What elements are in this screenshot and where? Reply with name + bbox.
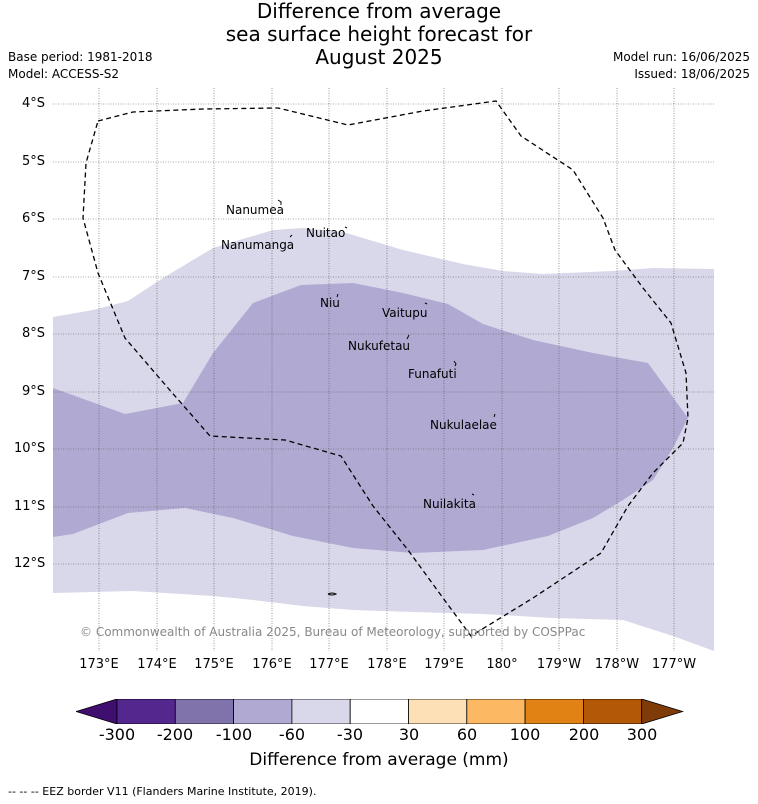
lon-label-176e: 176°E [252, 657, 292, 672]
colorbar-cell [349, 699, 409, 724]
colorbar-tick: 30 [398, 725, 420, 744]
colorbar-extend-high [641, 699, 684, 724]
lat-label-9s: 9°S [22, 384, 46, 399]
lon-label-175e: 175°E [194, 657, 234, 672]
colorbar-tick: 60 [456, 725, 478, 744]
colorbar-tick: 100 [509, 725, 541, 744]
lon-label-180: 180° [486, 657, 518, 672]
meta-left: Base period: 1981-2018 Model: ACCESS-S2 [8, 49, 153, 83]
lon-label-174e: 174°E [137, 657, 177, 672]
island-markers [277, 199, 496, 596]
colorbar-tick: -300 [98, 725, 136, 744]
colorbar-tick: -200 [156, 725, 194, 744]
lat-label-11s: 11°S [14, 499, 46, 514]
place-label-nuitao: Nuitao [306, 226, 346, 240]
colorbar-cell [174, 699, 235, 724]
place-label-nukufetau: Nukufetau [348, 339, 411, 353]
place-label-nanumea: Nanumea [226, 203, 284, 217]
lon-label-177e: 177°E [309, 657, 349, 672]
place-label-funafuti: Funafuti [408, 367, 457, 381]
lat-label-8s: 8°S [22, 326, 46, 341]
lon-label-177w: 177°W [651, 657, 697, 672]
colorbar-tick: 300 [626, 725, 658, 744]
lat-label-4s: 4°S [22, 96, 46, 111]
map-title: Difference from average sea surface heig… [0, 0, 758, 69]
model-run: Model run: 16/06/2025 [612, 50, 750, 64]
place-label-nanumanga: Nanumanga [221, 238, 295, 252]
meta-right: Model run: 16/06/2025 Issued: 18/06/2025 [613, 49, 750, 83]
colorbar-title: Difference from average (mm) [249, 750, 509, 770]
lat-label-7s: 7°S [22, 269, 46, 284]
lat-label-5s: 5°S [22, 154, 46, 169]
colorbar-cell [291, 699, 351, 724]
lat-label-6s: 6°S [22, 211, 46, 226]
map-plot [53, 88, 714, 651]
lat-label-12s: 12°S [14, 556, 46, 571]
colorbar-tick: -100 [215, 725, 253, 744]
colorbar-tick: -60 [278, 725, 306, 744]
issued-date: Issued: 18/06/2025 [634, 67, 750, 81]
copyright-note: © Commonwealth of Australia 2025, Bureau… [80, 625, 586, 639]
colorbar [76, 699, 684, 724]
colorbar-cell [408, 699, 468, 724]
colorbar-cell [524, 699, 584, 724]
title-line-2: sea surface height forecast for [225, 22, 533, 46]
model-name: Model: ACCESS-S2 [8, 67, 120, 81]
colorbar-cell [116, 699, 176, 724]
colorbar-cell [466, 699, 526, 724]
colorbar-cell [233, 699, 293, 724]
lat-label-10s: 10°S [14, 441, 46, 456]
lon-label-179e: 179°E [424, 657, 464, 672]
lon-label-178w: 178°W [594, 657, 640, 672]
eez-legend-note: -- -- -- EEZ border V11 (Flanders Marine… [8, 785, 317, 798]
place-label-niu: Niu [320, 296, 340, 310]
grid-lines [53, 88, 714, 651]
title-line-3: August 2025 [315, 45, 443, 69]
colorbar-tick: 200 [568, 725, 600, 744]
colorbar-cell [582, 699, 643, 724]
base-period: Base period: 1981-2018 [8, 50, 153, 64]
lon-label-178e: 178°E [367, 657, 407, 672]
title-line-1: Difference from average [256, 0, 502, 23]
place-label-nukulaelae: Nukulaelae [430, 418, 497, 432]
place-label-nuilakita: Nuilakita [423, 497, 476, 511]
lon-label-179w: 179°W [536, 657, 582, 672]
colorbar-extend-low [76, 699, 118, 724]
band-medium [53, 283, 688, 553]
lon-label-173e: 173°E [79, 657, 119, 672]
colorbar-tick: -30 [336, 725, 364, 744]
place-label-vaitupu: Vaitupu [382, 306, 428, 320]
